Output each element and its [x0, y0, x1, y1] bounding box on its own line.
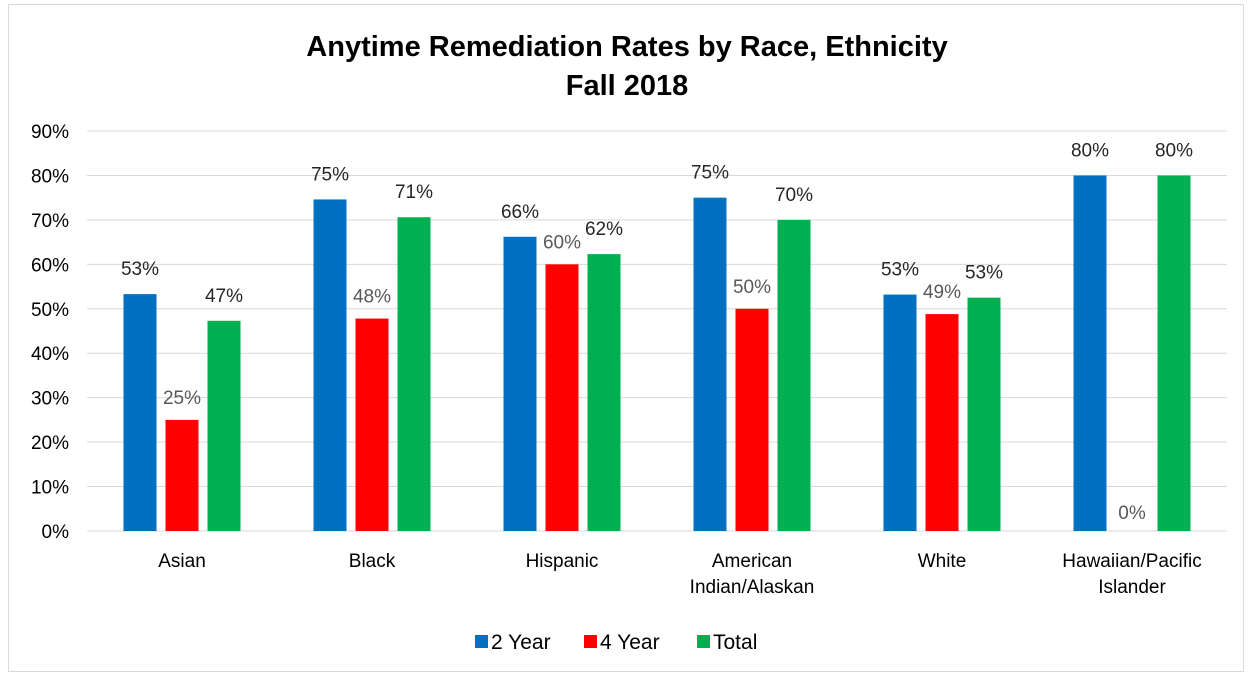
bar — [735, 308, 769, 531]
bar-chart: Anytime Remediation Rates by Race, Ethni… — [31, 31, 1227, 654]
legend-label: Total — [713, 631, 757, 654]
data-label: 71% — [395, 182, 433, 203]
data-label: 49% — [923, 282, 961, 303]
bar — [397, 217, 431, 531]
data-label: 75% — [691, 163, 729, 184]
data-label: 47% — [205, 286, 243, 307]
bar — [1073, 175, 1107, 531]
data-labels: 53%25%47%75%48%71%66%60%62%75%50%70%53%4… — [121, 140, 1193, 524]
chart-subtitle: Fall 2018 — [566, 70, 689, 102]
gridlines — [87, 130, 1227, 532]
bar — [545, 264, 579, 531]
data-label: 70% — [775, 185, 813, 206]
chart-title: Anytime Remediation Rates by Race, Ethni… — [306, 31, 947, 63]
x-category-label: Hawaiian/Pacific — [1062, 551, 1201, 572]
y-tick-label: 60% — [31, 255, 69, 276]
y-tick-label: 20% — [31, 433, 69, 454]
data-label: 53% — [881, 260, 919, 281]
y-tick-label: 80% — [31, 166, 69, 187]
data-label: 48% — [353, 287, 391, 308]
y-tick-label: 30% — [31, 389, 69, 410]
data-label: 80% — [1155, 140, 1193, 161]
data-label: 25% — [163, 388, 201, 409]
bar — [207, 320, 241, 531]
y-tick-label: 10% — [31, 478, 69, 499]
legend-label: 2 Year — [491, 631, 551, 654]
x-category-label: White — [918, 551, 967, 572]
bar — [587, 254, 621, 531]
bar — [693, 197, 727, 531]
data-label: 75% — [311, 164, 349, 185]
data-label: 0% — [1118, 503, 1146, 524]
bar — [503, 236, 537, 531]
data-label: 53% — [121, 259, 159, 280]
x-category-label: Black — [349, 551, 396, 572]
legend-label: 4 Year — [600, 631, 660, 654]
x-axis-categories: Asian Black Hispanic American Indian/Alaskan… — [158, 551, 1201, 598]
bars — [123, 175, 1191, 531]
x-category-label: Hispanic — [526, 551, 599, 572]
x-category-label: Islander — [1098, 577, 1166, 598]
data-label: 66% — [501, 202, 539, 223]
x-category-label: American — [712, 551, 792, 572]
legend-swatch — [475, 635, 488, 648]
y-tick-label: 70% — [31, 211, 69, 232]
data-label: 80% — [1071, 140, 1109, 161]
x-category-label: Asian — [158, 551, 206, 572]
data-label: 50% — [733, 277, 771, 298]
bar — [883, 294, 917, 531]
legend: 2 Year 4 Year Total — [475, 631, 757, 654]
legend-swatch — [697, 635, 710, 648]
y-tick-label: 0% — [42, 522, 70, 543]
bar — [1157, 175, 1191, 531]
data-label: 62% — [585, 219, 623, 240]
data-label: 53% — [965, 263, 1003, 284]
bar — [165, 419, 199, 531]
bar — [925, 314, 959, 531]
y-tick-label: 50% — [31, 300, 69, 321]
data-label: 60% — [543, 232, 581, 253]
bar — [355, 318, 389, 531]
bar — [777, 219, 811, 531]
legend-swatch — [584, 635, 597, 648]
bar — [313, 199, 347, 531]
x-category-label: Indian/Alaskan — [690, 577, 815, 598]
y-tick-label: 90% — [31, 122, 69, 143]
chart-container: Anytime Remediation Rates by Race, Ethni… — [8, 4, 1244, 672]
bar — [967, 297, 1001, 531]
y-tick-label: 40% — [31, 344, 69, 365]
y-axis-ticks: 0% 10% 20% 30% 40% 50% 60% 70% 80% 90% — [31, 122, 69, 543]
bar — [123, 294, 157, 531]
